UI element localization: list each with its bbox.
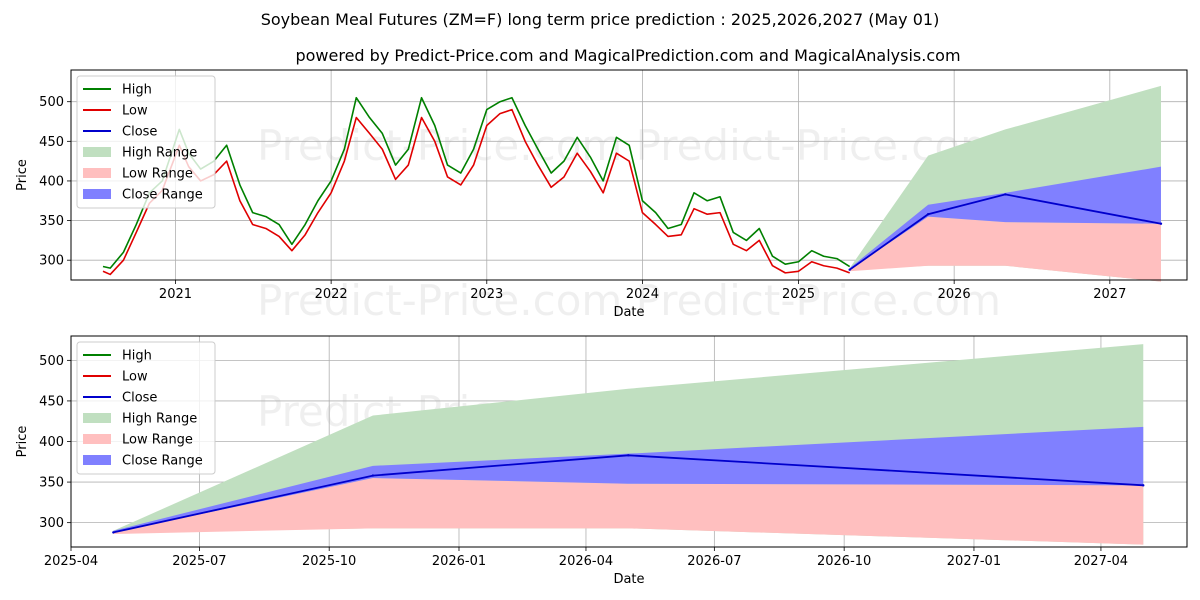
close-forecast-line [849,193,1162,271]
legend-item-low-range-swatch [83,434,111,444]
x-tick-label: 2025-04 [44,554,98,569]
y-tick-label: 350 [39,214,64,229]
legend-box [76,341,216,475]
y-tick-label: 400 [39,435,64,450]
y-tick-label: 500 [39,95,64,110]
y-tick-label: 300 [39,254,64,269]
legend-item-high-label: High [122,349,152,364]
close-range-band [113,426,1144,533]
panel-1: Predict-Price.com Predict-Price.comPredi… [15,69,1188,325]
close-forecast-point [848,268,851,271]
x-tick-label: 2022 [315,287,348,302]
legend-item-high-range-swatch [83,147,111,157]
legend-item-low-range-swatch [83,168,111,178]
low-series-line [102,108,850,276]
x-tick-label: 2026-10 [817,554,871,569]
close-forecast-point [926,213,930,216]
close-forecast-point [1159,222,1163,225]
plot-frame [70,69,1188,281]
close-forecast-point [1004,193,1007,196]
y-tick-label: 300 [39,516,64,531]
x-tick-label: 2027-04 [1074,554,1128,569]
legend-item-close-label: Close [122,391,157,406]
close-forecast-point [112,531,115,534]
close-forecast-point [371,474,375,477]
chart-title: Soybean Meal Futures (ZM=F) long term pr… [261,10,940,29]
plot-frame [70,335,1188,548]
high-series-line [102,96,851,269]
y-tick-label: 450 [39,135,64,150]
close-forecast-point [627,454,630,457]
x-tick-label: 2026-01 [432,554,486,569]
y-tick-label: 350 [39,476,64,491]
low-range-band [113,478,1144,545]
legend-item-high-range-swatch [83,413,111,423]
legend-item-low-label: Low [122,370,148,385]
legend-item-low-range-label: Low Range [122,167,193,182]
y-tick-label: 400 [39,174,64,189]
panel-2: Predict-Price.com Predict-Price.com30035… [15,335,1188,587]
legend-item-close-range-label: Close Range [122,188,203,203]
x-tick-label: 2024 [626,287,659,302]
legend-item-close-range-label: Close Range [122,454,203,469]
legend-item-close-range-swatch [83,455,111,465]
legend-item-close-range-swatch [83,189,111,199]
x-axis-label: Date [613,305,644,320]
legend-box [76,75,216,209]
close-forecast-line [113,454,1144,534]
y-tick-label: 450 [39,394,64,409]
x-tick-label: 2026-04 [559,554,613,569]
low-range-band [849,216,1161,282]
x-tick-label: 2023 [470,287,503,302]
legend-item-high-range-label: High Range [122,146,197,161]
x-tick-label: 2027-01 [947,554,1001,569]
chart-subtitle: powered by Predict-Price.com and Magical… [295,46,960,65]
y-tick-label: 500 [39,354,64,369]
legend-item-low-range-label: Low Range [122,433,193,448]
x-tick-label: 2025-10 [302,554,356,569]
x-tick-label: 2026 [938,287,971,302]
x-tick-label: 2021 [159,287,192,302]
legend-item-close-label: Close [122,125,157,140]
watermark: Predict-Price.com Predict-Price.com [257,276,1001,325]
x-tick-label: 2025 [782,287,815,302]
x-tick-label: 2025-07 [172,554,226,569]
x-tick-label: 2026-07 [687,554,741,569]
legend-item-high-label: High [122,83,152,98]
close-forecast-point [1142,484,1145,487]
y-axis-label: Price [15,426,30,458]
legend-item-high-range-label: High Range [122,412,197,427]
close-range-band [849,166,1161,270]
y-axis-label: Price [15,159,30,191]
x-tick-label: 2027 [1093,287,1126,302]
x-axis-label: Date [613,572,644,587]
legend-item-low-label: Low [122,104,148,119]
